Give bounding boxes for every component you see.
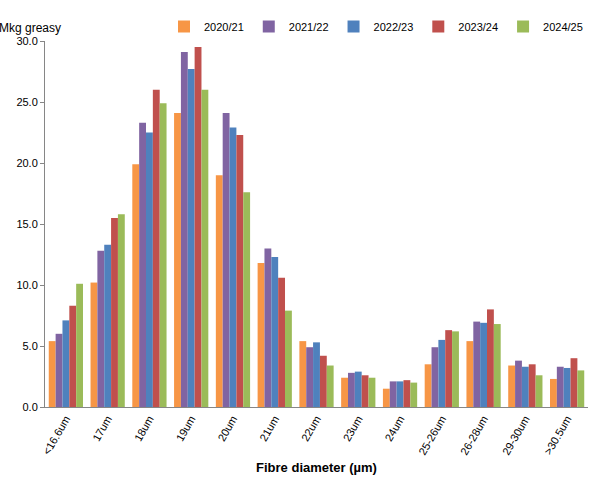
svg-text:30.0: 30.0: [16, 35, 37, 47]
svg-text:<16.6um: <16.6um: [40, 413, 72, 456]
svg-text:Mkg greasy: Mkg greasy: [0, 21, 61, 35]
svg-text:20.0: 20.0: [16, 157, 37, 169]
svg-text:21um: 21um: [257, 413, 281, 443]
svg-text:23um: 23um: [341, 413, 365, 443]
svg-text:20um: 20um: [215, 413, 239, 443]
svg-text:18um: 18um: [132, 413, 156, 443]
svg-text:19um: 19um: [174, 413, 198, 443]
svg-text:25-26um: 25-26um: [416, 413, 448, 457]
svg-text:22um: 22um: [299, 413, 323, 443]
svg-text:24um: 24um: [382, 413, 406, 443]
svg-text:2022/23: 2022/23: [374, 21, 414, 33]
svg-text:17um: 17um: [90, 413, 114, 443]
svg-text:26-28um: 26-28um: [458, 413, 490, 457]
svg-text:2021/22: 2021/22: [289, 21, 329, 33]
svg-text:5.0: 5.0: [23, 340, 38, 352]
svg-text:29-30um: 29-30um: [500, 413, 532, 457]
svg-text:2023/24: 2023/24: [458, 21, 498, 33]
svg-text:10.0: 10.0: [16, 279, 37, 291]
svg-text:>30.5um: >30.5um: [542, 413, 574, 456]
svg-text:2024/25: 2024/25: [543, 21, 583, 33]
svg-text:0.0: 0.0: [23, 401, 38, 413]
svg-text:15.0: 15.0: [16, 218, 37, 230]
svg-text:Fibre diameter (µm): Fibre diameter (µm): [256, 460, 377, 475]
svg-text:25.0: 25.0: [16, 96, 37, 108]
svg-text:2020/21: 2020/21: [204, 21, 244, 33]
